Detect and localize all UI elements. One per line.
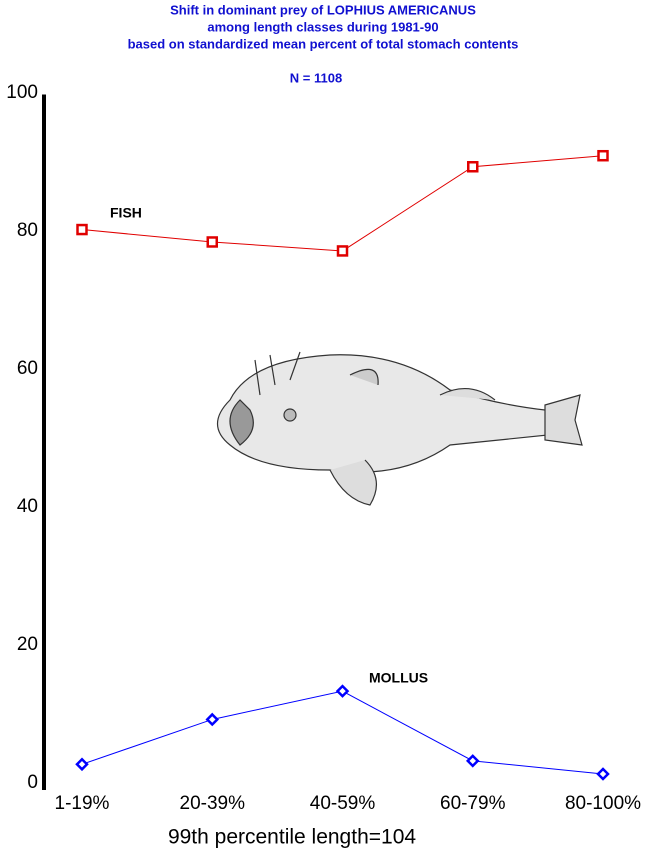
y-tick-label: 0	[27, 772, 38, 793]
data-point	[75, 757, 89, 772]
x-tick-label: 80-100%	[565, 793, 641, 814]
chart-title: based on standardized mean percent of to…	[128, 36, 519, 51]
series-line	[81, 155, 604, 252]
data-point	[467, 161, 479, 173]
y-tick-label: 80	[17, 220, 38, 241]
series-line	[81, 690, 604, 775]
x-tick-label: 40-59%	[310, 793, 376, 814]
x-tick-label: 20-39%	[180, 793, 246, 814]
y-tick-label: 60	[17, 358, 38, 379]
data-point	[596, 767, 610, 781]
series-label: MOLLUS	[369, 670, 428, 686]
data-point	[336, 245, 349, 257]
x-tick-label: 60-79%	[440, 793, 506, 814]
x-axis-title: 99th percentile length=104	[168, 826, 416, 849]
chart-title: among length classes during 1981-90	[207, 19, 438, 34]
data-point	[206, 236, 218, 248]
data-point	[335, 684, 350, 698]
y-tick-label: 40	[17, 496, 38, 517]
data-point	[597, 149, 609, 162]
series-label: FISH	[110, 205, 142, 221]
chart-subtitle: N = 1108	[290, 70, 342, 85]
y-tick-label: 100	[6, 82, 38, 103]
data-point	[465, 754, 480, 768]
data-point	[205, 712, 220, 727]
data-point	[76, 223, 88, 236]
x-tick-label: 1-19%	[55, 793, 110, 814]
fish-illustration	[216, 351, 583, 506]
y-tick-label: 20	[17, 634, 38, 655]
chart-title: Shift in dominant prey of LOPHIUS AMERIC…	[170, 2, 476, 17]
